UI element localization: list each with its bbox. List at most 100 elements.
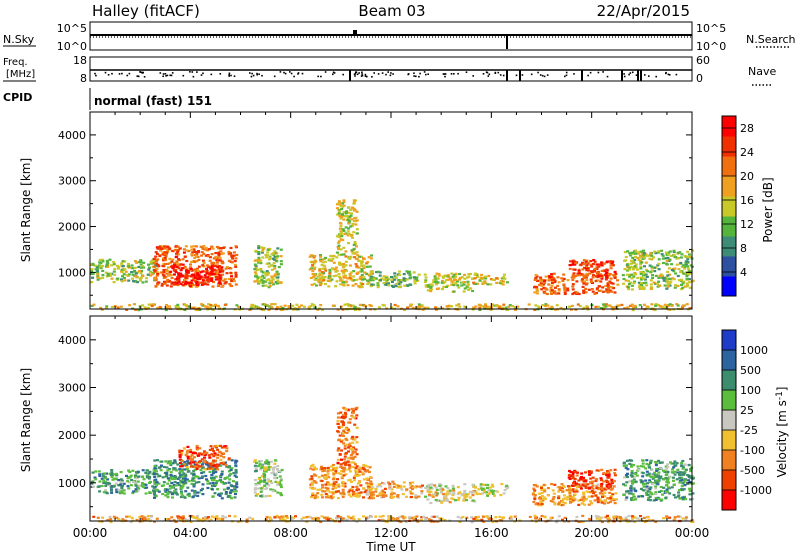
data-cell xyxy=(634,498,638,501)
data-cell xyxy=(392,482,396,485)
data-cell xyxy=(200,254,203,257)
nave-dot xyxy=(606,75,609,78)
data-cell xyxy=(495,277,499,280)
data-cell xyxy=(358,277,362,280)
data-cell xyxy=(351,415,355,418)
data-cell xyxy=(216,266,220,269)
data-cell xyxy=(347,463,351,466)
data-cell xyxy=(629,487,633,490)
data-cell xyxy=(162,269,166,272)
data-cell xyxy=(664,468,668,471)
data-cell xyxy=(649,474,652,477)
data-cell xyxy=(608,491,612,494)
data-cell xyxy=(495,281,499,284)
nave-dot xyxy=(497,71,500,74)
data-cell xyxy=(154,478,158,481)
data-cell xyxy=(462,290,466,293)
data-cell xyxy=(227,495,231,498)
data-cell xyxy=(316,492,320,495)
data-cell xyxy=(363,490,367,494)
nave-dot xyxy=(192,75,195,78)
data-cell xyxy=(272,253,276,256)
data-cell xyxy=(351,515,355,518)
data-cell xyxy=(261,284,265,287)
data-cell xyxy=(221,246,225,249)
data-cell xyxy=(227,259,231,262)
data-cell xyxy=(151,303,155,306)
data-cell xyxy=(168,305,171,308)
data-cell xyxy=(178,454,182,457)
data-cell xyxy=(200,458,204,461)
data-cell xyxy=(154,495,158,498)
data-cell xyxy=(337,447,341,450)
data-cell xyxy=(590,288,594,291)
data-cell xyxy=(397,281,401,284)
nave-dot xyxy=(252,74,255,77)
data-cell xyxy=(279,485,283,489)
data-cell xyxy=(435,280,439,283)
data-cell xyxy=(352,279,356,282)
data-cell xyxy=(315,496,319,499)
data-cell xyxy=(341,484,345,487)
data-cell xyxy=(205,461,208,464)
data-cell xyxy=(169,476,172,480)
data-cell xyxy=(221,515,225,518)
data-cell xyxy=(126,477,130,480)
data-cell xyxy=(536,279,539,282)
data-cell xyxy=(571,274,575,277)
data-cell xyxy=(321,496,324,499)
data-cell xyxy=(313,487,317,490)
data-cell xyxy=(537,305,541,308)
data-cell xyxy=(550,483,554,486)
data-cell xyxy=(313,267,316,270)
data-cell xyxy=(206,276,210,279)
data-cell xyxy=(605,479,609,482)
data-cell xyxy=(316,279,320,282)
nave-dot xyxy=(488,73,491,76)
data-cell xyxy=(323,267,327,270)
data-cell xyxy=(257,261,261,264)
data-cell xyxy=(178,275,182,278)
data-cell xyxy=(668,475,672,478)
data-cell xyxy=(578,485,582,488)
data-cell xyxy=(180,451,184,454)
data-cell xyxy=(106,262,110,265)
data-cell xyxy=(612,274,616,277)
data-cell xyxy=(265,279,269,282)
data-cell xyxy=(401,493,405,496)
data-cell xyxy=(402,481,406,484)
data-cell xyxy=(393,303,397,307)
data-cell xyxy=(684,261,688,264)
data-cell xyxy=(592,274,595,277)
data-cell xyxy=(535,485,539,488)
data-cell xyxy=(434,486,438,489)
data-cell xyxy=(222,445,226,448)
data-cell xyxy=(258,463,262,466)
data-cell xyxy=(612,485,616,488)
data-cell xyxy=(120,487,124,490)
data-cell xyxy=(581,278,585,281)
data-cell xyxy=(209,306,213,309)
data-cell xyxy=(227,466,231,469)
data-cell xyxy=(335,251,339,254)
data-cell xyxy=(395,276,398,279)
data-cell xyxy=(535,292,539,295)
data-cell xyxy=(129,520,133,524)
data-cell xyxy=(642,282,646,285)
data-cell xyxy=(340,269,344,272)
data-cell xyxy=(206,280,210,283)
data-cell xyxy=(179,490,183,493)
data-cell xyxy=(593,267,597,270)
data-cell xyxy=(343,455,347,458)
data-cell xyxy=(156,273,160,276)
data-cell xyxy=(224,461,227,464)
data-cell xyxy=(265,467,269,470)
nsky-label: N.Sky xyxy=(3,33,35,46)
data-cell xyxy=(260,475,264,478)
data-cell xyxy=(197,477,201,480)
data-cell xyxy=(218,256,222,259)
data-cell xyxy=(158,474,162,477)
data-cell xyxy=(184,269,188,272)
data-cell xyxy=(225,447,229,450)
data-cell xyxy=(606,260,609,263)
